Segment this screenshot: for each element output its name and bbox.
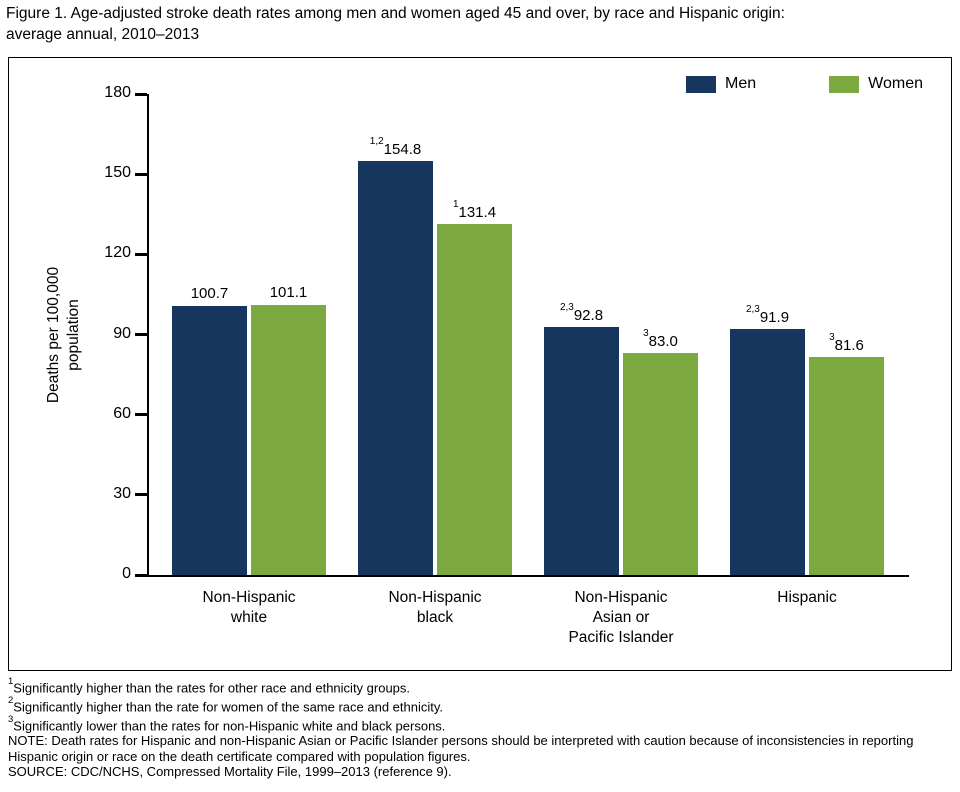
footnotes: 1Significantly higher than the rates for… bbox=[8, 676, 952, 780]
bar-men-group-4 bbox=[730, 329, 805, 575]
bar-value-label: 1,2154.8 bbox=[369, 135, 422, 159]
footnote-line: 1Significantly higher than the rates for… bbox=[8, 676, 411, 696]
y-tick-mark bbox=[135, 333, 147, 336]
footnote-line: SOURCE: CDC/NCHS, Compressed Mortality F… bbox=[8, 764, 452, 780]
footnote-line: 3Significantly lower than the rates for … bbox=[8, 713, 446, 733]
y-tick-label: 30 bbox=[113, 484, 131, 502]
y-tick-label: 90 bbox=[113, 324, 131, 342]
legend-label: Women bbox=[868, 75, 923, 92]
chart-container: Men Women Deaths per 100,000 population 0… bbox=[8, 57, 952, 671]
legend-swatch-women bbox=[829, 75, 860, 93]
bar-value-label: 383.0 bbox=[643, 327, 678, 351]
footnote-line: 2Significantly higher than the rate for … bbox=[8, 694, 444, 715]
figure-title: Figure 1. Age-adjusted stroke death rate… bbox=[6, 5, 785, 43]
bar-women-group-4 bbox=[809, 357, 884, 575]
bar-men-group-2 bbox=[358, 161, 433, 575]
y-tick-label: 150 bbox=[104, 164, 131, 182]
x-category-label: Hispanic bbox=[777, 589, 837, 606]
y-axis-label: Deaths per 100,000 population bbox=[44, 266, 82, 404]
y-tick-mark bbox=[135, 493, 147, 497]
footnote-line: NOTE: Death rates for Hispanic and non-H… bbox=[8, 733, 914, 749]
footnote-line: Hispanic origin or race on the death cer… bbox=[8, 748, 471, 764]
bar-women-group-3 bbox=[623, 353, 698, 575]
legend-item-men: Men bbox=[686, 75, 756, 93]
legend: Men Women bbox=[686, 75, 923, 93]
y-tick-label: 60 bbox=[113, 404, 131, 422]
x-axis-line bbox=[147, 575, 909, 577]
x-category-label: Non-Hispanic Asian or Pacific Islander bbox=[568, 589, 674, 647]
y-tick-mark bbox=[135, 172, 147, 176]
y-tick-mark bbox=[135, 92, 147, 96]
plot-area: 0 30 60 90 120 150 180 100.7 101.1 Non-Hispanic w… bbox=[104, 84, 909, 646]
bar-women-group-1 bbox=[251, 305, 326, 575]
y-tick-mark bbox=[135, 252, 147, 256]
y-tick-mark bbox=[135, 413, 147, 417]
y-tick-label: 0 bbox=[122, 565, 131, 582]
y-tick-label: 180 bbox=[104, 84, 131, 101]
bar-value-label: 381.6 bbox=[829, 331, 864, 355]
legend-swatch-men bbox=[686, 75, 717, 93]
bar-value-label: 101.1 bbox=[269, 284, 308, 301]
y-tick-label: 120 bbox=[104, 244, 131, 262]
y-axis-line bbox=[147, 94, 149, 577]
bar-value-label: 2,392.8 bbox=[559, 301, 604, 325]
x-category-label: Non-Hispanic white bbox=[202, 589, 296, 627]
bar-men-group-3 bbox=[544, 327, 619, 575]
bar-value-label: 2,391.9 bbox=[745, 303, 790, 327]
bar-men-group-1 bbox=[172, 306, 247, 575]
legend-item-women: Women bbox=[829, 75, 923, 93]
legend-label: Men bbox=[725, 75, 757, 92]
bar-women-group-2 bbox=[437, 224, 512, 575]
y-tick-mark bbox=[135, 573, 147, 577]
bar-value-label: 1131.4 bbox=[452, 198, 497, 222]
x-category-label: Non-Hispanic black bbox=[388, 589, 482, 627]
bar-value-label: 100.7 bbox=[190, 285, 229, 302]
